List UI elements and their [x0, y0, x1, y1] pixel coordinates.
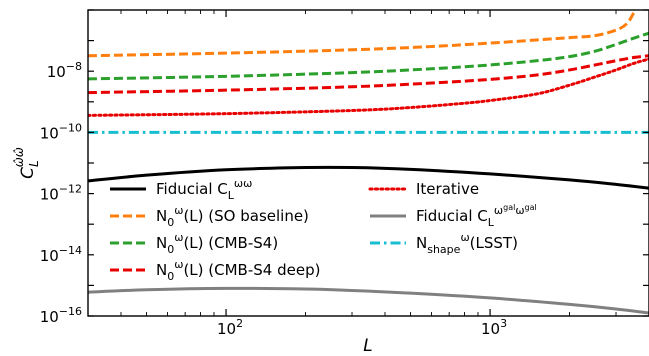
x-axis-label: L: [363, 336, 372, 356]
y-axis-label-text: CLω̂ω̂: [12, 147, 41, 179]
y-tick-label-1: 10−14: [40, 244, 82, 265]
series-line-fid_gal: [88, 286, 649, 315]
legend-label-n0_so: N0ω(L) (SO baseline): [156, 204, 309, 229]
y-tick-label-2: 10−12: [40, 183, 82, 204]
series-line-n0_s4deep: [88, 54, 649, 95]
series-line-n0_so: [88, 12, 635, 58]
series-layer: [88, 12, 649, 315]
legend-label-fid_ww: Fiducial CLωω: [156, 177, 252, 202]
y-tick-label-4: 10−8: [47, 60, 82, 81]
y-tick-label-3: 10−10: [40, 121, 82, 142]
legend-label-nshape: Nshapeω(LSST): [416, 231, 518, 256]
plot-frame: [87, 9, 649, 317]
y-axis-label: CLω̂ω̂: [12, 147, 41, 179]
ticks-layer: 102 103 10−16 10−14 10−12 10−10 10−8: [40, 9, 649, 338]
legend-label-iterative: Iterative: [416, 180, 479, 198]
series-line-n0_s4: [88, 31, 649, 81]
svg-text:CLω̂ω̂: CLω̂ω̂: [12, 147, 41, 179]
x-tick-label-1: 103: [481, 317, 507, 338]
y-tick-label-0: 10−16: [40, 305, 82, 326]
legend-label-n0_s4: N0ω(L) (CMB-S4): [156, 231, 278, 256]
series-line-fid_ww: [88, 165, 649, 190]
legend-label-fid_gal: Fiducial CLωgalωgal: [416, 203, 537, 229]
legend-label-n0_s4deep: N0ω(L) (CMB-S4 deep): [156, 258, 320, 283]
x-tick-label-0: 102: [217, 317, 243, 338]
series-line-iterative: [88, 57, 649, 117]
